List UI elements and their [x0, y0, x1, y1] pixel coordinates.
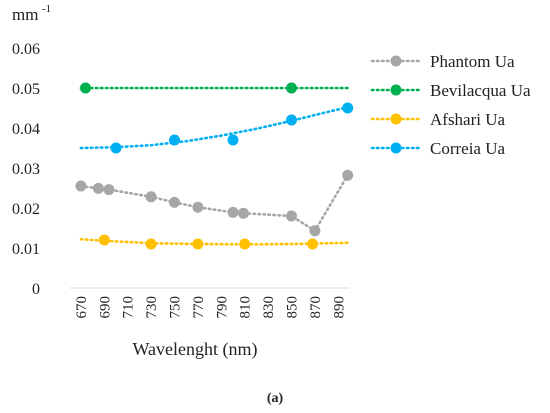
- data-point-phantom-ua: [309, 225, 321, 237]
- x-tick-label: 850: [284, 296, 300, 319]
- legend-swatch-marker: [390, 84, 402, 96]
- y-tick-label: 0.05: [12, 81, 40, 98]
- data-point-phantom-ua: [192, 201, 204, 213]
- data-point-afshari-ua: [239, 238, 251, 250]
- trendlines: [79, 86, 350, 246]
- figure-caption: (a): [267, 391, 284, 406]
- x-tick-label: 730: [144, 296, 160, 319]
- x-tick-label: 710: [121, 296, 137, 319]
- data-point-correia-ua: [286, 114, 297, 126]
- x-tick-label: 670: [74, 296, 90, 319]
- data-point-correia-ua: [110, 142, 122, 154]
- y-tick-labels: 0 0.01 0.02 0.03 0.04 0.05 0.06: [12, 41, 40, 298]
- data-point-afshari-ua: [98, 234, 110, 246]
- data-point-phantom-ua: [145, 191, 157, 203]
- x-tick-label: 870: [308, 296, 324, 319]
- legend-swatch-marker: [390, 55, 402, 67]
- data-point-bevilacqua-ua: [286, 82, 297, 94]
- data-point-afshari-ua: [307, 238, 319, 250]
- y-axis-unit: mm -1: [12, 3, 51, 24]
- y-tick-label: 0.01: [12, 241, 40, 258]
- data-point-bevilacqua-ua: [80, 82, 91, 94]
- data-point-afshari-ua: [145, 238, 157, 250]
- legend-label: Phantom Ua: [430, 52, 515, 71]
- x-tick-label: 790: [214, 296, 230, 319]
- data-point-correia-ua: [342, 102, 354, 114]
- x-axis-title: Wavelenght (nm): [132, 339, 257, 360]
- legend: Phantom Ua Bevilacqua Ua Afshari Ua Correia…: [370, 52, 531, 158]
- y-unit-superscript: -1: [42, 3, 51, 15]
- legend-swatch-marker: [390, 113, 402, 125]
- x-tick-label: 770: [191, 296, 207, 319]
- data-point-phantom-ua: [227, 206, 239, 218]
- data-point-afshari-ua: [192, 238, 204, 250]
- x-tick-label: 750: [167, 296, 183, 319]
- legend-label: Bevilacqua Ua: [430, 81, 531, 100]
- data-point-phantom-ua: [238, 207, 249, 219]
- y-tick-label: 0.03: [12, 161, 40, 178]
- data-point-phantom-ua: [286, 210, 297, 222]
- x-tick-label: 890: [331, 296, 347, 319]
- x-tick-label: 830: [261, 296, 277, 319]
- data-points: [75, 82, 354, 250]
- legend-label: Afshari Ua: [430, 110, 506, 129]
- y-tick-label: 0.02: [12, 201, 40, 218]
- y-tick-label: 0: [32, 281, 40, 298]
- x-tick-label: 690: [97, 296, 113, 319]
- data-point-correia-ua: [169, 134, 180, 146]
- trendline-correia-ua: [79, 105, 350, 150]
- data-point-phantom-ua: [342, 169, 354, 181]
- trendline-phantom-ua: [79, 173, 350, 233]
- x-tick-label: 810: [238, 296, 254, 319]
- data-point-phantom-ua: [169, 196, 180, 208]
- data-point-phantom-ua: [92, 182, 104, 194]
- y-tick-label: 0.06: [12, 41, 40, 58]
- legend-swatch-marker: [390, 142, 402, 154]
- data-point-phantom-ua: [103, 184, 115, 196]
- x-tick-labels: 670 690 710 730 750 770 790 810 830 850 870 890: [74, 296, 347, 319]
- y-unit-label: mm: [12, 5, 38, 24]
- y-tick-label: 0.04: [12, 121, 40, 138]
- data-point-correia-ua: [227, 134, 239, 146]
- data-point-phantom-ua: [75, 180, 87, 192]
- legend-label: Correia Ua: [430, 139, 506, 158]
